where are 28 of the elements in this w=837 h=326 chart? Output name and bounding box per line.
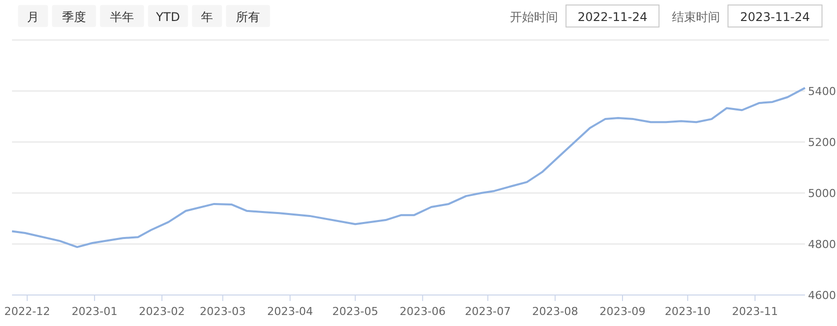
x-tick-label: 2022-12	[4, 305, 50, 318]
x-tick-label: 2023-01	[72, 305, 118, 318]
tab-button: 半年	[100, 5, 144, 27]
tab-button: 年	[192, 5, 222, 27]
date-field: 2022-11-24	[566, 4, 660, 28]
x-tick-label: 2023-02	[138, 305, 185, 318]
y-tick-label: 5200	[808, 136, 836, 149]
y-tick-label: 5400	[808, 84, 836, 98]
x-tick-label: 2023-07	[464, 305, 511, 318]
y-tick-label: 5000	[808, 186, 836, 200]
tab-button: 所有	[226, 5, 270, 27]
tab-button: YTD	[148, 5, 188, 27]
y-tick-label: 4800	[808, 238, 836, 251]
x-tick-label: 2023-11	[732, 305, 778, 318]
x-tick-label: 2023-09	[600, 305, 646, 318]
tab-button: 月	[18, 5, 48, 27]
x-tick-label: 2023-08	[532, 305, 578, 318]
x-tick-label: 2023-06	[400, 305, 446, 318]
date-field: 2023-11-24	[728, 4, 822, 28]
text: 开始时间	[510, 10, 558, 24]
line-series	[11, 86, 806, 248]
x-tick-label: 2023-05	[332, 305, 378, 318]
text: 结束时间	[672, 10, 720, 24]
x-tick-label: 2023-03	[200, 305, 246, 318]
y-tick-label: 4600	[808, 288, 836, 302]
tab-button: 季度	[52, 5, 96, 27]
x-tick-label: 2023-04	[267, 305, 314, 318]
x-tick-label: 2023-10	[664, 305, 711, 318]
